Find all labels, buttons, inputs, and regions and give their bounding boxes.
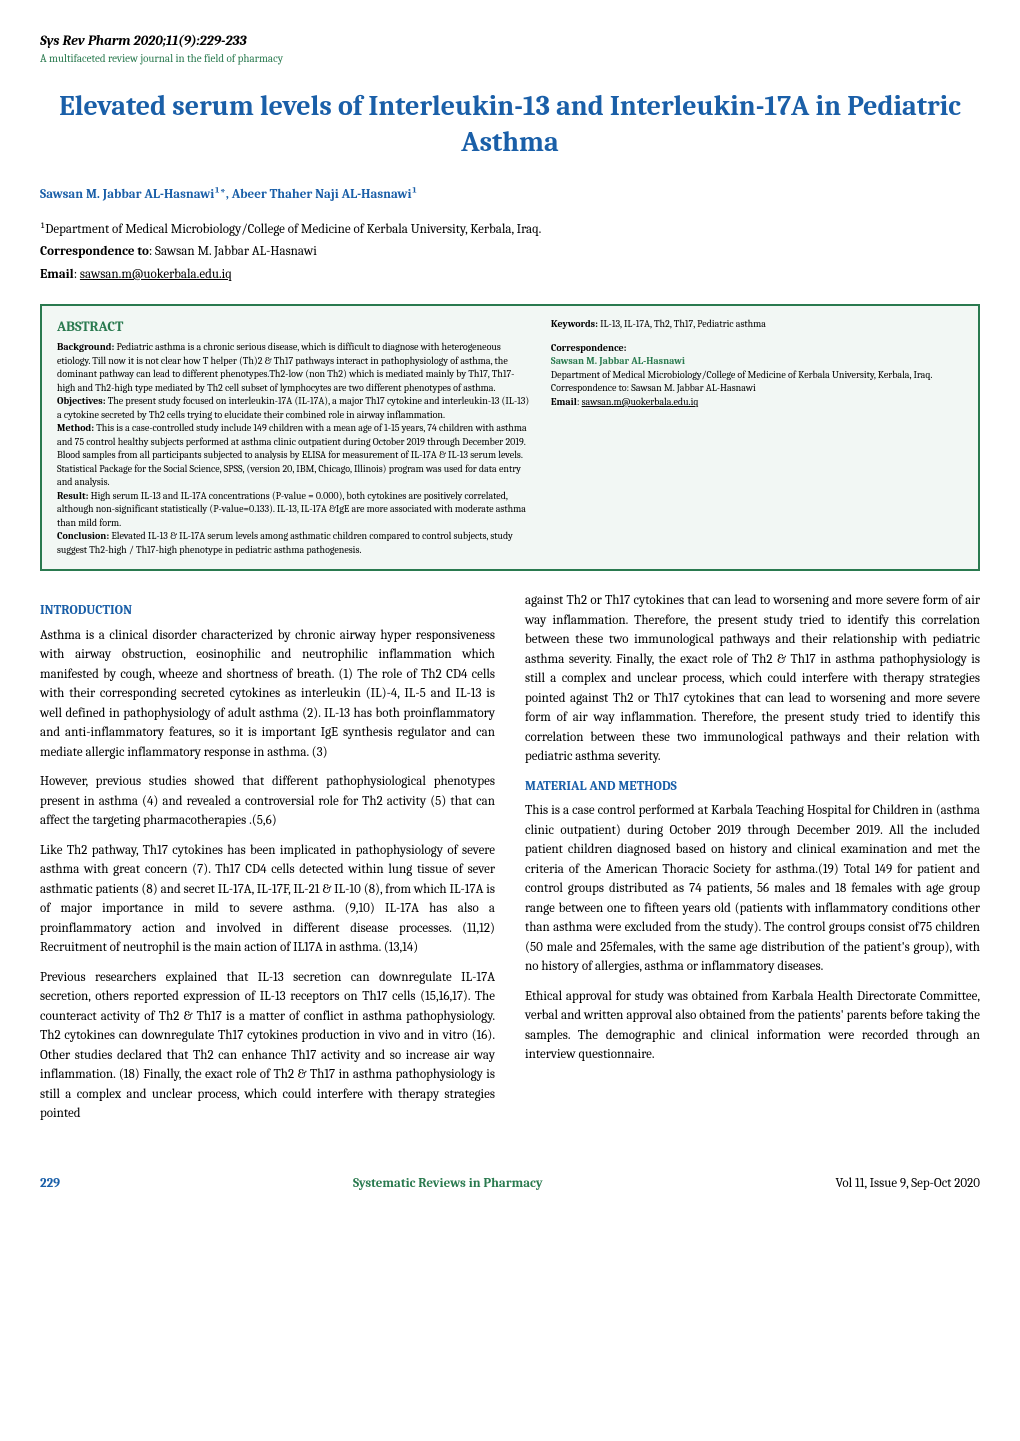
intro-paragraph-3: Like Th2 pathway, Th17 cytokines has bee… [40, 841, 495, 958]
abstract-result: Result: High serum IL-13 and IL-17A conc… [57, 490, 531, 531]
methods-paragraph-2: Ethical approval for study was obtained … [525, 987, 980, 1065]
email-line: Email: sawsan.m@uokerbala.edu.iq [40, 265, 980, 285]
corr-email-link[interactable]: sawsan.m@uokerbala.edu.iq [582, 396, 699, 408]
methods-heading: MATERIAL AND METHODS [525, 777, 980, 797]
page-footer: 229 Systematic Reviews in Pharmacy Vol 1… [40, 1174, 980, 1194]
email-link[interactable]: sawsan.m@uokerbala.edu.iq [80, 267, 232, 282]
correspondence-name: Sawsan M. Jabbar AL-Hasnawi [551, 355, 963, 369]
result-label: Result: [57, 490, 88, 502]
background-text: Pediatric asthma is a chronic serious di… [57, 341, 514, 394]
intro-paragraph-4: Previous researchers explained that IL-1… [40, 968, 495, 1124]
abstract-box: ABSTRACT Background: Pediatric asthma is… [40, 304, 980, 571]
affiliation: ¹Department of Medical Microbiology/Coll… [40, 220, 980, 240]
footer-journal-name: Systematic Reviews in Pharmacy [353, 1174, 543, 1194]
keywords-label: Keywords: [551, 318, 598, 330]
correspondence-email-line: Email: sawsan.m@uokerbala.edu.iq [551, 396, 963, 410]
journal-header: Sys Rev Pharm 2020;11(9):229-233 A multi… [40, 30, 980, 68]
method-text: This is a case-controlled study include … [57, 422, 527, 488]
correspondence-to: Correspondence to: Sawsan M. Jabbar AL-H… [40, 242, 980, 262]
correspondence-to-name: : Sawsan M. Jabbar AL-Hasnawi [149, 244, 317, 259]
intro-paragraph-5: against Th2 or Th17 cytokines that can l… [525, 591, 980, 767]
journal-title: Sys Rev Pharm 2020;11(9):229-233 [40, 30, 980, 51]
abstract-background: Background: Pediatric asthma is a chroni… [57, 341, 531, 395]
background-label: Background: [57, 341, 114, 353]
abstract-heading: ABSTRACT [57, 318, 531, 337]
objectives-text: The present study focused on interleukin… [57, 395, 529, 421]
abstract-left-column: ABSTRACT Background: Pediatric asthma is… [57, 318, 531, 557]
conclusion-text: Elevated IL-13 & IL-17A serum levels amo… [57, 530, 513, 556]
objectives-label: Objectives: [57, 395, 106, 407]
article-title: Elevated serum levels of Interleukin-13 … [40, 88, 980, 161]
right-column: against Th2 or Th17 cytokines that can l… [525, 591, 980, 1134]
email-label: Email [40, 267, 74, 282]
journal-subtitle: A multifaceted review journal in the fie… [40, 51, 980, 68]
corr-email-label: Email [551, 396, 577, 408]
correspondence-to-line: Correspondence to: Sawsan M. Jabbar AL-H… [551, 382, 963, 396]
intro-paragraph-2: However, previous studies showed that di… [40, 772, 495, 831]
method-label: Method: [57, 422, 94, 434]
conclusion-label: Conclusion: [57, 530, 109, 542]
page-number: 229 [40, 1174, 60, 1194]
correspondence-dept: Department of Medical Microbiology/Colle… [551, 369, 963, 383]
correspondence-to-label: Correspondence to [40, 244, 149, 259]
abstract-conclusion: Conclusion: Elevated IL-13 & IL-17A seru… [57, 530, 531, 557]
abstract-right-column: Keywords: IL-13, IL-17A, Th2, Th17, Pedi… [551, 318, 963, 557]
body-columns: INTRODUCTION Asthma is a clinical disord… [40, 591, 980, 1134]
methods-paragraph-1: This is a case control performed at Karb… [525, 801, 980, 977]
keywords-text: IL-13, IL-17A, Th2, Th17, Pediatric asth… [598, 318, 766, 330]
abstract-method: Method: This is a case-controlled study … [57, 422, 531, 490]
footer-volume-issue: Vol 11, Issue 9, Sep-Oct 2020 [836, 1174, 980, 1194]
result-text: High serum IL-13 and IL-17A concentratio… [57, 490, 526, 529]
authors-line: Sawsan M. Jabbar AL-Hasnawi¹*, Abeer Tha… [40, 185, 980, 205]
correspondence-header: Correspondence: [551, 342, 963, 356]
keywords-line: Keywords: IL-13, IL-17A, Th2, Th17, Pedi… [551, 318, 963, 332]
intro-paragraph-1: Asthma is a clinical disorder characteri… [40, 626, 495, 763]
abstract-objectives: Objectives: The present study focused on… [57, 395, 531, 422]
introduction-heading: INTRODUCTION [40, 601, 495, 621]
left-column: INTRODUCTION Asthma is a clinical disord… [40, 591, 495, 1134]
